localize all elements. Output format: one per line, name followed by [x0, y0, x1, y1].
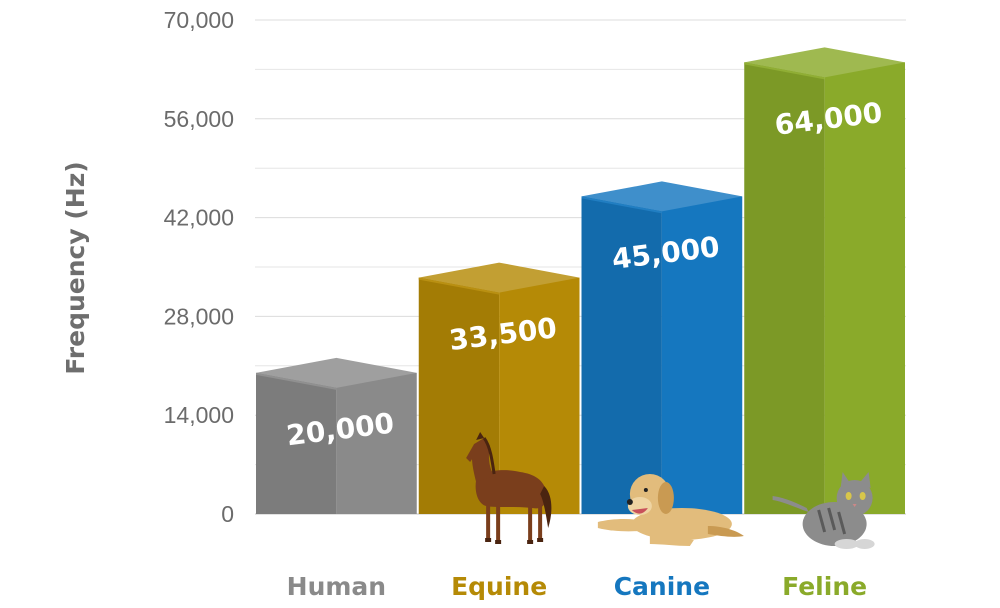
y-axis-ticks: 0 14,000 28,000 42,000 56,000 70,000: [164, 7, 234, 527]
y-tick-label: 42,000: [164, 205, 234, 231]
x-category-label: Human: [287, 572, 386, 601]
bar-canine: 45,000: [581, 181, 743, 514]
x-category-label: Equine: [451, 572, 547, 601]
cat-icon: [772, 472, 875, 549]
y-tick-label: 0: [221, 501, 234, 527]
y-tick-label: 70,000: [164, 7, 234, 33]
y-tick-label: 28,000: [164, 303, 234, 329]
animal-icons: [466, 432, 875, 549]
y-tick-label: 56,000: [164, 106, 234, 132]
y-tick-label: 14,000: [164, 402, 234, 428]
bar-face-right: [661, 196, 743, 514]
bar-face-right: [336, 372, 417, 514]
dog-icon: [597, 474, 744, 546]
x-category-label: Canine: [614, 572, 710, 601]
bar-top-edge: [256, 372, 337, 390]
bar-feline: 64,000: [744, 47, 905, 514]
bar-face-left: [581, 196, 662, 514]
bar-face-right: [824, 62, 905, 514]
x-category-label: Feline: [782, 572, 867, 601]
bar-human: 20,000: [256, 357, 417, 514]
bar-top-edge: [581, 196, 662, 214]
horse-icon: [466, 432, 552, 544]
bar-top-edge: [418, 277, 500, 295]
x-axis-categories: Human Equine Canine Feline: [287, 572, 867, 601]
bar-top-edge: [744, 62, 825, 80]
bar-face-left: [744, 62, 825, 514]
bar-face-left: [256, 372, 337, 514]
y-axis-label: Frequency (Hz): [61, 161, 90, 374]
